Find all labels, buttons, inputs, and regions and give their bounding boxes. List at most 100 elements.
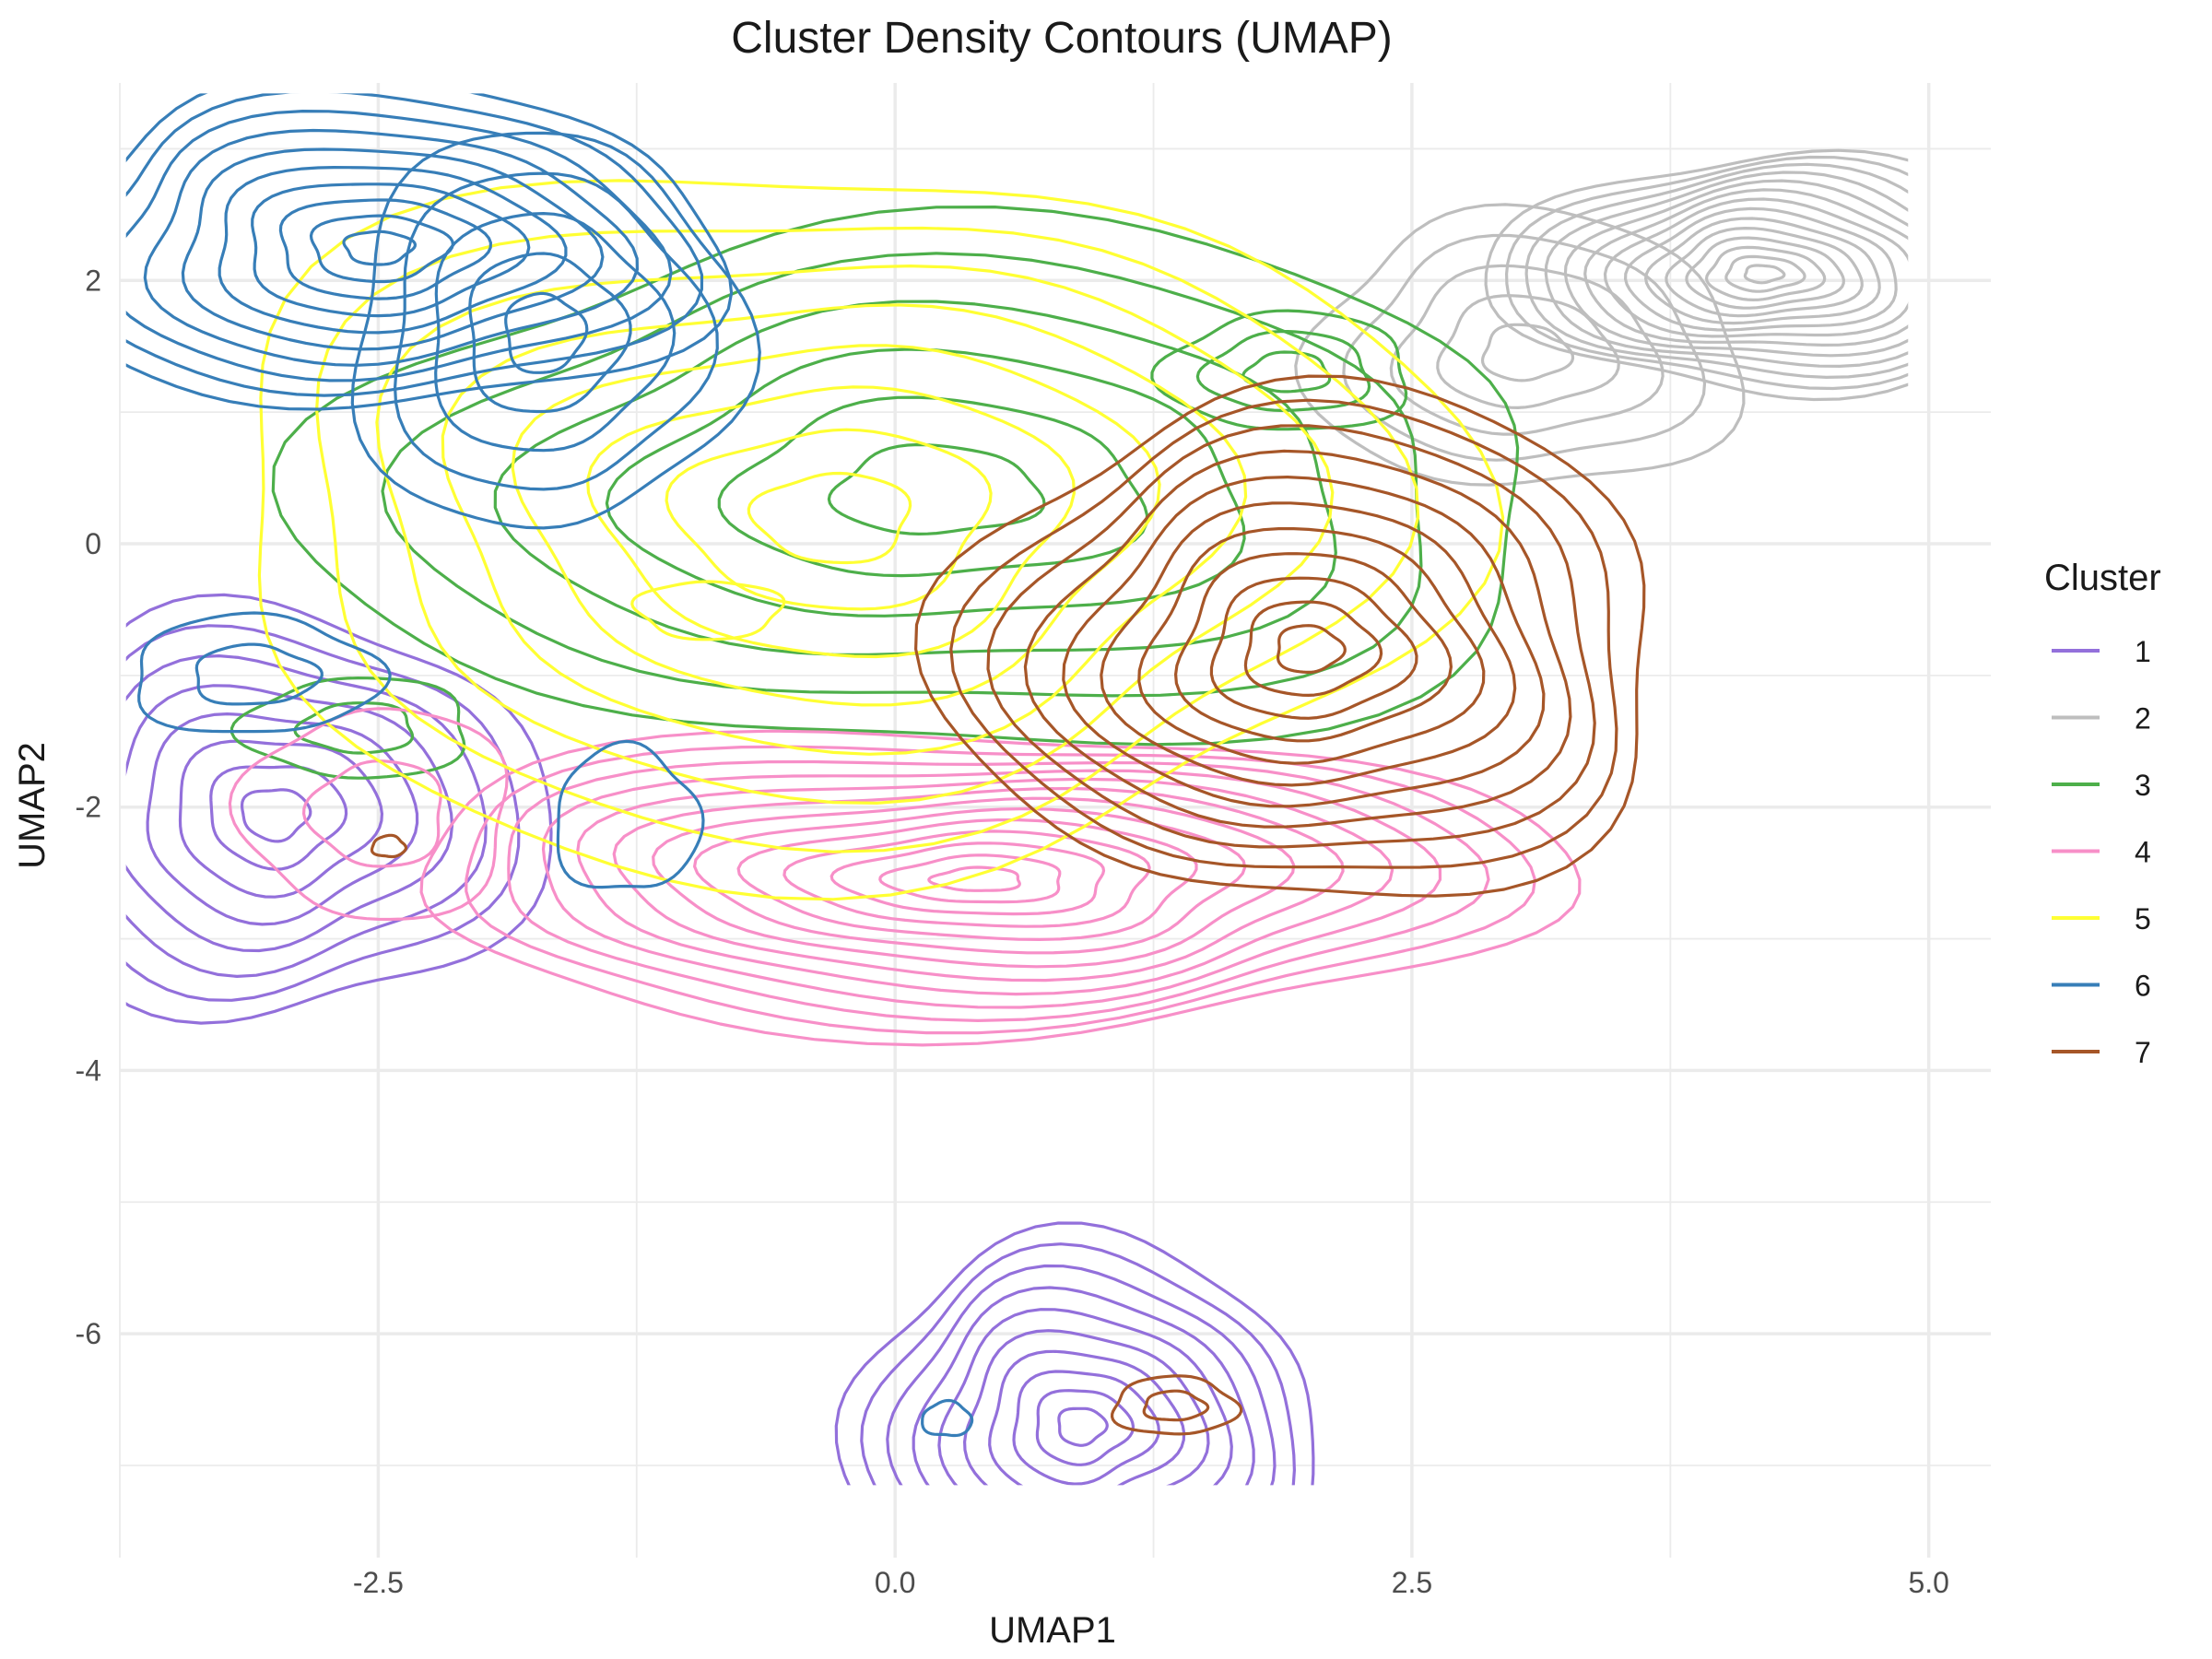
cluster-1-contours	[125, 593, 1315, 1486]
contour-line	[504, 291, 589, 374]
contour-line	[342, 229, 417, 266]
contour-line	[251, 182, 531, 318]
contour-line	[988, 1349, 1186, 1486]
chart-title: Cluster Density Contours (UMAP)	[731, 14, 1393, 63]
y-tick-label: 2	[85, 264, 101, 297]
contour-line	[315, 226, 1420, 853]
y-tick-label: -2	[76, 791, 101, 824]
cluster-2-contours	[1294, 148, 1909, 487]
contour-line	[1057, 1406, 1109, 1447]
legend: Cluster 1 2 3 4 5 6 7	[2044, 558, 2161, 1069]
x-tick-label: 0.0	[875, 1566, 915, 1599]
contour-line	[350, 131, 761, 530]
contour-line	[257, 179, 1505, 901]
x-tick-label: 2.5	[1392, 1566, 1432, 1599]
contour-line	[1277, 624, 1347, 674]
contour-line	[1389, 264, 1665, 436]
contour-line	[612, 786, 1345, 982]
contour-line	[1241, 350, 1332, 394]
contour-line	[1603, 197, 1909, 338]
legend-label-4: 4	[2135, 836, 2151, 869]
legend-label-2: 2	[2135, 702, 2151, 735]
contour-line	[229, 677, 466, 780]
contour-line	[228, 707, 509, 922]
contour-line	[507, 759, 1490, 1022]
legend-label-5: 5	[2135, 902, 2151, 935]
contour-line	[125, 93, 704, 397]
x-axis: -2.5 0.0 2.5 5.0	[353, 1566, 1949, 1599]
contour-line	[665, 428, 993, 611]
legend-label-7: 7	[2135, 1036, 2151, 1069]
contour-line	[937, 1308, 1233, 1486]
contour-line	[468, 252, 632, 414]
contour-line	[886, 1264, 1277, 1486]
contour-line	[1484, 148, 1909, 402]
contour-line	[125, 624, 521, 1002]
contour-line	[914, 374, 1646, 898]
x-axis-title: UMAP1	[989, 1610, 1116, 1651]
contour-line	[927, 865, 1021, 892]
contour-line	[381, 252, 1423, 698]
contour-line	[1743, 264, 1786, 285]
contour-line	[1062, 476, 1546, 808]
y-tick-label: -6	[76, 1317, 101, 1350]
contour-line	[1342, 233, 1707, 462]
contour-line	[986, 424, 1596, 849]
y-axis-title: UMAP2	[12, 742, 53, 869]
cluster-4-contours	[228, 707, 1582, 1047]
legend-title: Cluster	[2044, 558, 2161, 598]
contour-line	[375, 265, 1335, 805]
contour-line	[241, 788, 312, 843]
contour-line	[556, 739, 705, 889]
contour-line	[630, 580, 786, 641]
contour-line	[693, 806, 1247, 955]
contour-line	[1150, 309, 1408, 431]
contour-line	[860, 1242, 1296, 1486]
contour-line	[912, 1286, 1255, 1486]
legend-label-6: 6	[2135, 970, 2151, 1003]
contour-line	[1137, 527, 1486, 765]
contour-line	[1665, 227, 1864, 318]
contour-line	[1174, 552, 1453, 743]
contour-line	[125, 593, 553, 1025]
contour-line	[1624, 206, 1898, 332]
contour-line	[736, 818, 1198, 941]
cluster-5-contours	[257, 179, 1505, 901]
contour-line	[586, 385, 1076, 659]
contour-line	[370, 833, 408, 859]
contour-line	[1524, 162, 1909, 379]
legend-label-1: 1	[2135, 635, 2151, 668]
contour-line	[949, 398, 1618, 869]
contour-line	[1012, 1370, 1160, 1486]
contour-line	[1035, 1389, 1135, 1466]
contour-line	[1505, 155, 1909, 391]
contour-line	[441, 303, 1248, 756]
contour-line	[1583, 188, 1909, 347]
contour-line	[178, 739, 383, 899]
contour-line	[1023, 449, 1572, 829]
contour-line	[302, 759, 442, 868]
contour-line	[137, 611, 392, 734]
contour-line	[1195, 330, 1371, 412]
contour-line	[1705, 245, 1827, 301]
contour-line	[434, 212, 677, 453]
contour-line	[1209, 576, 1418, 720]
contour-line	[717, 395, 1149, 578]
contour-line	[827, 442, 1046, 535]
contour-line	[125, 110, 673, 382]
contour-line	[747, 471, 912, 565]
x-tick-label: 5.0	[1908, 1566, 1948, 1599]
contour-line	[921, 1398, 974, 1438]
contour-line	[394, 171, 719, 491]
contour-line	[605, 347, 1246, 618]
contour-line	[1243, 600, 1383, 697]
contour-line	[1436, 294, 1620, 409]
contour-line	[1142, 1389, 1210, 1422]
contour-line	[511, 344, 1161, 707]
contour-line	[963, 1329, 1210, 1486]
contour-line	[278, 198, 492, 300]
contour-line	[834, 1221, 1315, 1486]
cluster-6-contours	[125, 93, 974, 1438]
y-axis: 2 0 -2 -4 -6	[76, 264, 101, 1350]
